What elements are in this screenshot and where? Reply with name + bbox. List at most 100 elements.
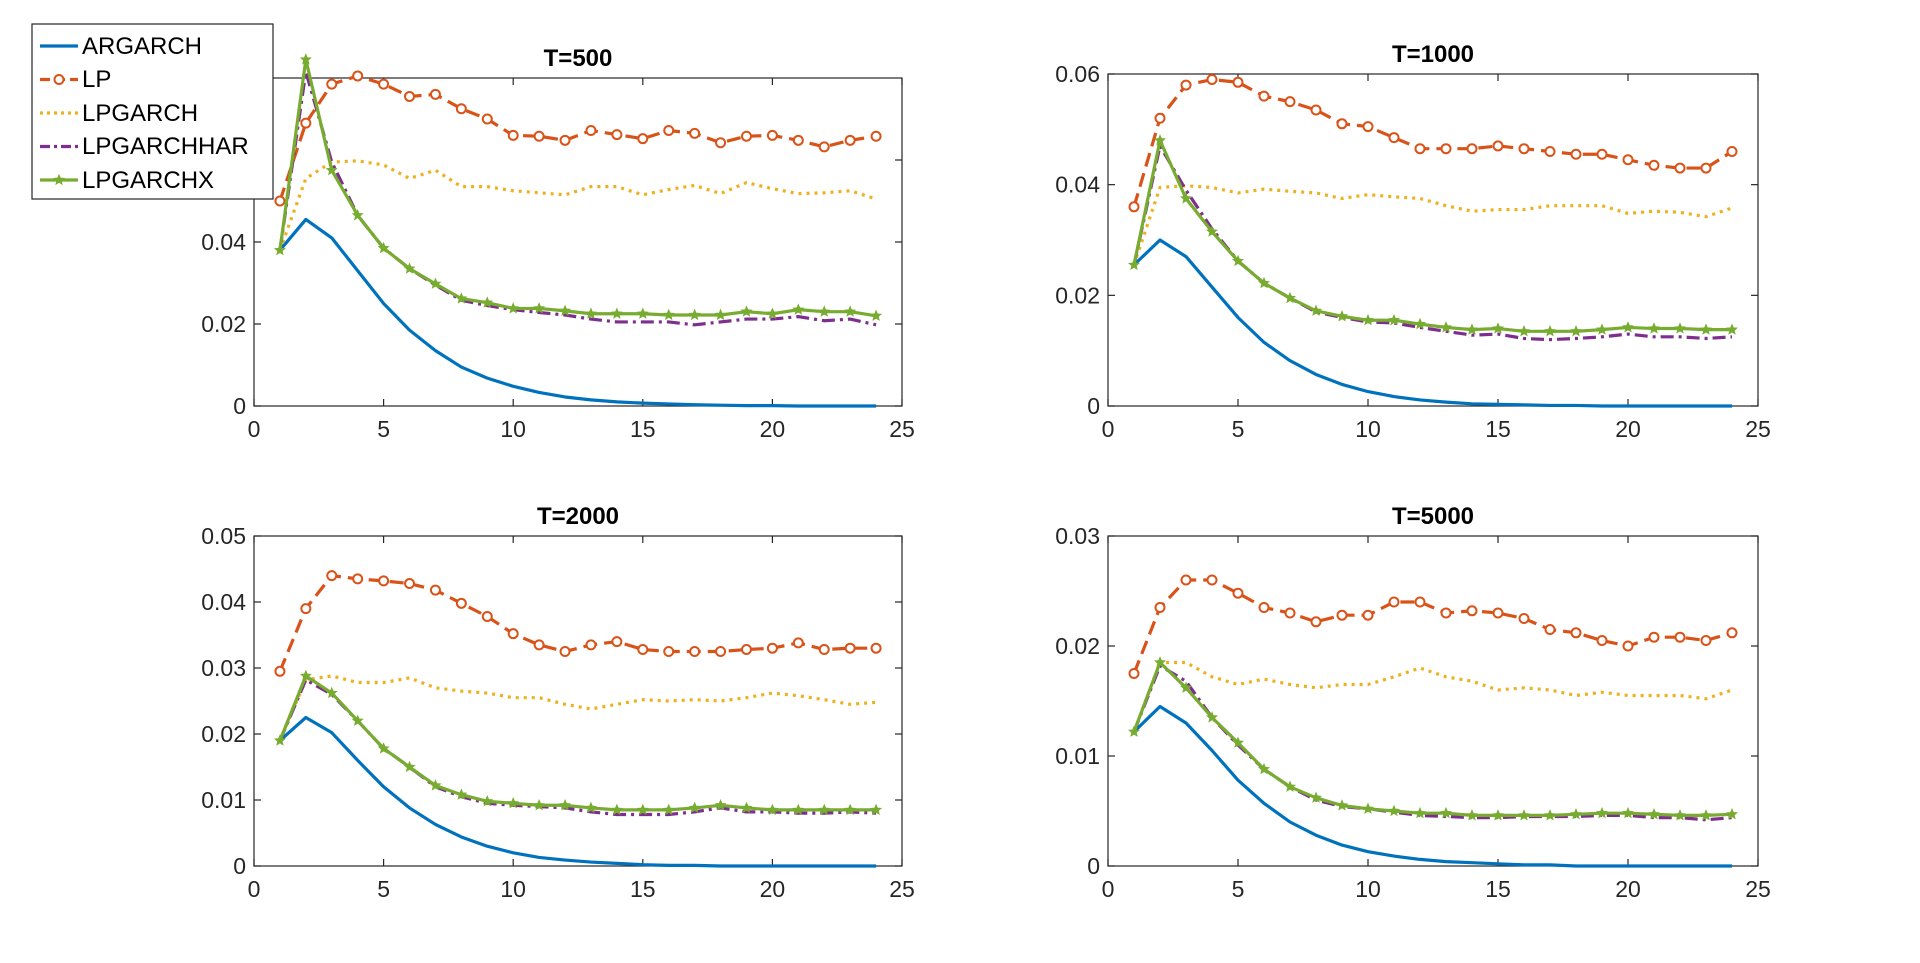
series-lpgarchhar bbox=[1132, 664, 1733, 822]
panel-t2000: T=2000 0 5 10 15 20 25 0 0.01 0.02 0.03 0.04 0.05 bbox=[201, 503, 915, 902]
legend-label-lp: LP bbox=[82, 66, 111, 93]
marker-lpgarchx bbox=[455, 292, 468, 304]
x-tick-label: 25 bbox=[1745, 876, 1771, 902]
marker-lpgarchx bbox=[818, 803, 831, 816]
marker-lpgarchx bbox=[377, 241, 390, 254]
marker-lpgarchx bbox=[377, 742, 390, 754]
marker-lpgarchx bbox=[1232, 736, 1244, 748]
marker-lpgarchx bbox=[610, 307, 623, 319]
y-tick-label: 0.02 bbox=[1055, 282, 1100, 308]
marker-lpgarchx bbox=[533, 798, 546, 811]
marker-lp bbox=[1258, 90, 1270, 102]
marker-lpgarchx bbox=[740, 801, 753, 814]
marker-lp bbox=[870, 642, 882, 654]
legend-box bbox=[31, 23, 274, 200]
marker-lpgarchx bbox=[1206, 225, 1218, 237]
marker-lpgarchx bbox=[299, 53, 312, 65]
marker-lp bbox=[455, 103, 467, 115]
marker-lp bbox=[715, 137, 727, 149]
marker-lpgarchx bbox=[1258, 762, 1270, 775]
marker-lpgarchx bbox=[273, 243, 286, 256]
marker-lpgarchx bbox=[1128, 258, 1140, 271]
marker-lp bbox=[1206, 74, 1218, 86]
marker-lp bbox=[792, 637, 804, 649]
marker-lpgarchx bbox=[351, 714, 364, 726]
marker-lp bbox=[274, 195, 286, 207]
marker-lpgarchx bbox=[1466, 323, 1478, 335]
x-tick-label: 20 bbox=[760, 416, 786, 442]
marker-lp bbox=[818, 141, 830, 153]
marker-lp bbox=[507, 628, 519, 640]
marker-lpgarchx bbox=[1362, 802, 1374, 814]
x-tick-label: 15 bbox=[1485, 416, 1511, 442]
marker-lp bbox=[326, 78, 338, 90]
marker-lp bbox=[1492, 140, 1504, 152]
marker-lp bbox=[1310, 104, 1322, 116]
series-lpgarchx bbox=[273, 669, 883, 816]
x-tick-label: 0 bbox=[248, 876, 261, 902]
marker-lpgarchx bbox=[1596, 323, 1608, 335]
marker-lpgarchx bbox=[429, 277, 442, 289]
x-tick-label: 5 bbox=[1232, 876, 1245, 902]
marker-lp bbox=[1362, 121, 1374, 133]
marker-lpgarchx bbox=[1492, 322, 1504, 334]
legend-label-argarch: ARGARCH bbox=[82, 33, 202, 60]
y-tick-label: 0 bbox=[233, 853, 246, 879]
marker-lp bbox=[740, 644, 752, 656]
marker-lpgarchx bbox=[766, 803, 779, 816]
panel-title: T=1000 bbox=[1392, 41, 1474, 68]
marker-lp bbox=[663, 646, 675, 657]
marker-lp bbox=[1440, 143, 1452, 155]
series-lp bbox=[1128, 574, 1738, 679]
x-tick-label: 25 bbox=[889, 876, 915, 902]
marker-lp bbox=[689, 127, 701, 139]
marker-lpgarchx bbox=[481, 296, 494, 308]
marker-lpgarchx bbox=[1258, 276, 1270, 289]
marker-lpgarchx bbox=[533, 302, 546, 314]
marker-lp bbox=[1570, 148, 1582, 160]
marker-lpgarchx bbox=[1518, 324, 1530, 337]
marker-lp bbox=[1232, 587, 1244, 599]
series-line-argarch bbox=[1132, 238, 1732, 408]
marker-lp bbox=[611, 636, 623, 648]
marker-lp bbox=[559, 134, 571, 146]
marker-lp bbox=[404, 90, 416, 102]
marker-lp bbox=[300, 117, 312, 129]
panel-t1000: T=1000 0 5 10 15 20 25 0 0.02 0.04 0.06 bbox=[1055, 41, 1771, 442]
marker-lpgarchx bbox=[1309, 304, 1323, 316]
series-argarch bbox=[278, 217, 877, 408]
marker-lpgarchx bbox=[1622, 806, 1634, 819]
marker-lpgarchx bbox=[299, 669, 312, 682]
marker-lp bbox=[481, 113, 493, 125]
marker-lp bbox=[1518, 613, 1530, 624]
marker-lp bbox=[1648, 159, 1660, 171]
marker-lp bbox=[1336, 609, 1348, 621]
marker-lpgarchx bbox=[1388, 313, 1400, 326]
y-tick-label: 0.04 bbox=[201, 589, 246, 615]
marker-lp bbox=[1596, 148, 1608, 160]
marker-lp bbox=[300, 603, 312, 615]
marker-lp bbox=[1388, 132, 1400, 144]
marker-lp bbox=[1518, 143, 1530, 155]
marker-lp bbox=[792, 134, 804, 146]
marker-lp bbox=[689, 646, 701, 657]
marker-legend-lpgarchx bbox=[53, 173, 65, 186]
x-tick-label: 10 bbox=[1355, 876, 1381, 902]
marker-lp bbox=[844, 134, 856, 146]
plot-area bbox=[1107, 73, 1759, 407]
y-tick-label: 0.01 bbox=[201, 787, 246, 813]
y-tick-label: 0.02 bbox=[201, 311, 246, 337]
marker-lp bbox=[1570, 627, 1582, 639]
x-tick-label: 10 bbox=[500, 876, 526, 902]
marker-lp bbox=[585, 124, 597, 136]
marker-lp bbox=[1440, 607, 1452, 619]
y-tick-label: 0 bbox=[1087, 853, 1100, 879]
marker-lp bbox=[1466, 143, 1478, 155]
marker-lp bbox=[1544, 145, 1556, 157]
marker-lpgarchx bbox=[688, 308, 701, 321]
marker-lp bbox=[1284, 96, 1296, 108]
marker-lp bbox=[1466, 605, 1478, 617]
marker-lp bbox=[559, 646, 571, 657]
